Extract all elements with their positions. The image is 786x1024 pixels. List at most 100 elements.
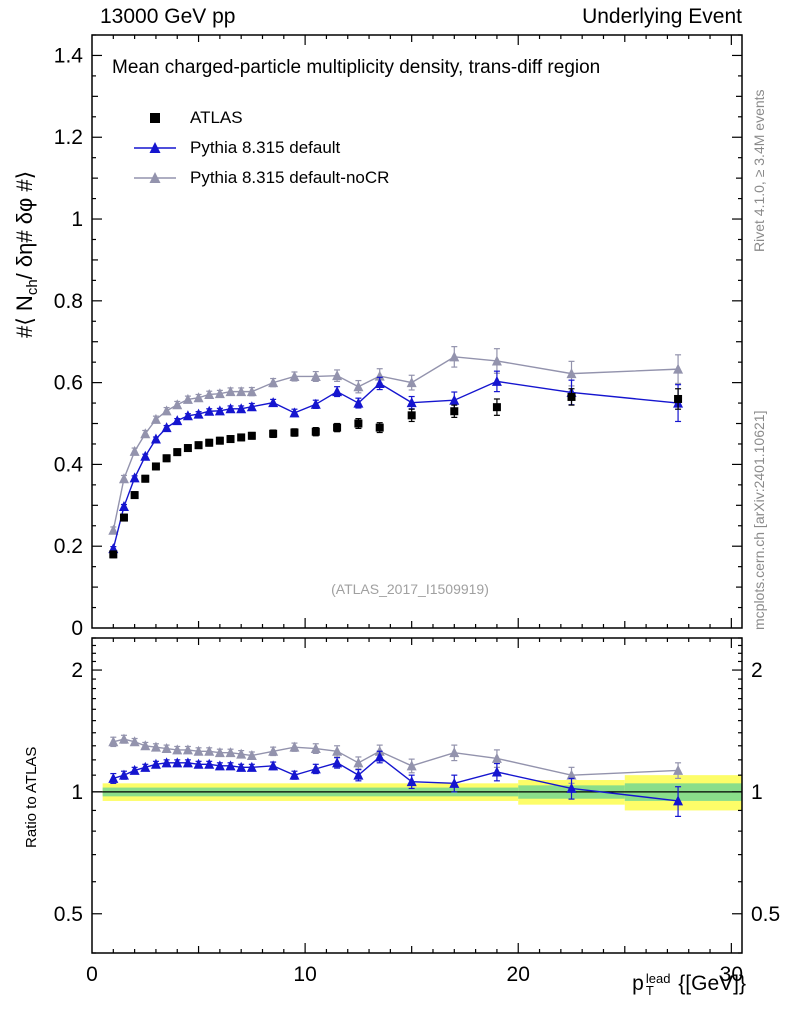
default-main-marker — [406, 397, 417, 408]
default-main-marker — [289, 407, 300, 418]
nocr-main-marker — [193, 392, 204, 403]
nocr-ratio-marker — [108, 736, 119, 747]
ratio-y-tick-label-right: 1 — [751, 781, 763, 804]
atlas-main-marker — [354, 419, 363, 428]
default-main-marker — [236, 403, 247, 414]
atlas-main-marker — [375, 423, 384, 432]
nocr-ratio-marker — [353, 757, 364, 768]
main-panel-frame — [91, 34, 743, 629]
atlas-main-marker — [130, 491, 139, 500]
nocr-main-marker — [172, 399, 183, 410]
nocr-main-marker — [332, 370, 343, 381]
x-axis-label-sub: T — [645, 983, 654, 998]
nocr-ratio-marker — [268, 745, 279, 756]
atlas-main-marker — [194, 441, 203, 450]
nocr-ratio-marker — [225, 747, 236, 758]
ratio-y-tick-label-right: 2 — [751, 659, 763, 682]
atlas-main-marker — [109, 550, 118, 559]
default-ratio-marker — [140, 761, 151, 772]
nocr-main-marker — [289, 370, 300, 381]
default-main-marker — [172, 415, 183, 426]
atlas-main-marker — [311, 427, 320, 436]
plot-title: Mean charged-particle multiplicity densi… — [112, 57, 601, 78]
nocr-ratio-marker — [214, 747, 225, 758]
nocr-main-marker — [161, 405, 172, 416]
legend-triangle-marker — [149, 142, 161, 153]
legend-marker-atlas — [150, 113, 160, 123]
default-ratio-marker — [310, 763, 321, 774]
nocr-main-marker — [182, 393, 193, 404]
ratio-y-tick-label-left: 0.5 — [54, 903, 83, 926]
default-main-marker — [140, 450, 151, 461]
atlas-main-marker — [173, 448, 182, 457]
nocr-main-marker — [129, 445, 140, 456]
atlas-main-marker — [119, 513, 128, 522]
legend-marker-pythia-default — [134, 142, 176, 153]
atlas-main-marker — [183, 444, 192, 453]
default-main-marker — [118, 501, 129, 512]
legend-label-pythia-nocr: Pythia 8.315 default-noCR — [190, 168, 390, 187]
main-y-tick-label: 1 — [71, 208, 83, 231]
default-main-marker — [129, 472, 140, 483]
default-ratio-marker — [193, 758, 204, 769]
legend-square-marker — [150, 113, 160, 123]
nocr-ratio-marker — [140, 740, 151, 751]
mcplots-attribution-note: mcplots.cern.ch [arXiv:2401.10621] — [751, 411, 767, 630]
nocr-ratio-marker — [118, 733, 129, 744]
nocr-ratio-marker — [289, 741, 300, 752]
nocr-main-marker — [150, 413, 161, 424]
legend-triangle-marker — [149, 172, 161, 183]
atlas-main-marker — [333, 423, 342, 432]
analysis-id-watermark: (ATLAS_2017_I1509919) — [331, 581, 489, 597]
atlas-main-marker — [269, 429, 278, 438]
default-ratio-marker — [172, 757, 183, 768]
nocr-ratio-marker — [449, 747, 460, 758]
legend-label-atlas: ATLAS — [190, 108, 243, 127]
default-ratio-marker — [182, 757, 193, 768]
nocr-ratio-marker — [182, 744, 193, 755]
legend-item-pythia-nocr: Pythia 8.315 default-noCR — [132, 163, 389, 193]
default-ratio-marker — [491, 766, 502, 777]
main-y-tick-label: 1.4 — [54, 44, 84, 67]
nocr-main-marker — [236, 386, 247, 397]
nocr-ratio-marker — [150, 741, 161, 752]
x-axis-label-scripts: lead T — [645, 972, 671, 998]
main-y-tick-label: 0.4 — [54, 453, 84, 476]
atlas-main-marker — [237, 433, 246, 442]
nocr-main-marker — [268, 377, 279, 388]
x-tick-label: 10 — [293, 963, 316, 986]
default-ratio-marker — [150, 758, 161, 769]
default-ratio-marker — [353, 769, 364, 780]
default-main-marker — [204, 405, 215, 416]
default-ratio-marker — [268, 760, 279, 771]
nocr-main-marker — [673, 363, 684, 374]
main-y-tick-label: 0 — [71, 617, 83, 640]
nocr-main-marker — [214, 388, 225, 399]
x-axis-label: p lead T {[GeV]} — [632, 972, 746, 997]
default-main-marker — [310, 398, 321, 409]
nocr-ratio-marker — [332, 745, 343, 756]
legend: ATLAS Pythia 8.315 default Pythia 8.315 … — [132, 103, 389, 193]
default-ratio-marker — [225, 760, 236, 771]
default-main-marker — [246, 401, 257, 412]
atlas-main-marker — [450, 407, 459, 416]
nocr-ratio-marker — [236, 748, 247, 759]
x-tick-label: 0 — [86, 963, 98, 986]
nocr-main-marker — [406, 377, 417, 388]
nocr-main-marker — [225, 386, 236, 397]
atlas-main-marker — [205, 438, 214, 447]
nocr-ratio-marker — [204, 745, 215, 756]
x-axis-label-base: p — [632, 972, 644, 995]
nocr-ratio-marker — [246, 750, 257, 761]
nocr-ratio-marker — [310, 743, 321, 754]
default-ratio-marker — [246, 761, 257, 772]
default-ratio-marker — [449, 777, 460, 788]
atlas-main-marker — [492, 403, 501, 412]
default-main-marker — [214, 405, 225, 416]
atlas-main-marker — [151, 462, 160, 471]
default-ratio-marker — [406, 776, 417, 787]
ratio-y-tick-label-left: 1 — [71, 781, 83, 804]
default-main-line — [112, 380, 679, 549]
default-ratio-marker — [673, 795, 684, 806]
analysis-category-label: Underlying Event — [582, 5, 742, 28]
